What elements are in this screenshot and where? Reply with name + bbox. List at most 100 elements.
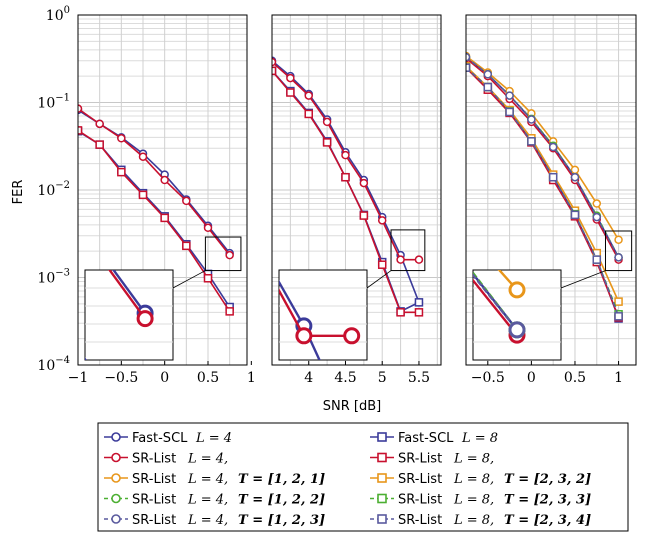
- legend-math: L = 8,: [453, 472, 494, 487]
- series-point: [508, 321, 526, 339]
- series-point: [138, 190, 148, 200]
- x-tick-label: 1: [247, 370, 256, 386]
- inset-content: [4, 0, 561, 469]
- series-point: [272, 57, 277, 67]
- series-point: [117, 134, 126, 143]
- series-point: [203, 223, 213, 233]
- series-point: [286, 73, 295, 83]
- series-point: [95, 119, 104, 129]
- legend-label: SR-List: [398, 493, 442, 508]
- series-point: [217, 0, 231, 10]
- inset-series-line: [279, 279, 321, 360]
- x-tick-label: 0: [527, 370, 536, 386]
- series-line: [466, 57, 620, 261]
- series-point: [217, 52, 231, 66]
- series-point: [483, 70, 493, 79]
- series-point: [437, 231, 451, 245]
- zoom-region: [204, 236, 242, 272]
- series-point: [295, 327, 313, 345]
- y-tick-label: 10−1: [37, 93, 70, 112]
- y-tick-base: 10: [37, 96, 55, 112]
- series-point: [160, 175, 169, 185]
- series-point: [217, 9, 231, 23]
- series-line: [78, 108, 231, 256]
- series-point: [377, 452, 387, 463]
- series-point: [249, 242, 263, 256]
- legend-math: L = 4,: [187, 493, 228, 508]
- legend-threshold: T = [1, 2, 2]: [238, 493, 325, 508]
- series-point: [143, 0, 157, 9]
- series-point: [437, 237, 451, 251]
- series-point: [548, 142, 558, 152]
- series-point: [505, 107, 514, 117]
- zoom-inset-frame: [84, 269, 174, 361]
- series-point: [508, 281, 526, 299]
- x-tick-label: 0: [160, 370, 169, 386]
- series-point: [377, 473, 387, 483]
- legend-math: L = 8,: [453, 513, 494, 528]
- series-point: [290, 147, 304, 161]
- series-point: [466, 52, 471, 62]
- series-point: [614, 235, 623, 245]
- legend-item: SR-List L = 8,: [370, 452, 494, 467]
- series-point: [437, 313, 451, 327]
- series-point: [111, 432, 121, 442]
- y-tick-exponent: 0: [64, 5, 70, 16]
- x-tick-label: 0.5: [197, 370, 219, 386]
- series-point: [31, 287, 45, 301]
- series-point: [153, 91, 167, 105]
- legend-math: L = 4,: [187, 513, 228, 528]
- series-point: [217, 62, 231, 76]
- zoom-connector: [366, 270, 392, 289]
- legend-item: SR-List L = 8, T = [2, 3, 4]: [370, 513, 591, 528]
- inset-series-line: [4, 0, 517, 431]
- series-point: [377, 432, 387, 442]
- series-point: [286, 88, 295, 97]
- series-point: [396, 255, 405, 264]
- panel-2: 4 4.5 5 5.5: [106, 14, 442, 386]
- legend-item: SR-List L = 4, T = [1, 2, 1]: [104, 472, 325, 487]
- inset-series-line: [4, 0, 517, 466]
- x-tick-label: −0.5: [104, 370, 138, 386]
- y-tick-exponent: −2: [55, 180, 70, 191]
- series-point: [143, 0, 157, 5]
- x-tick-label: 4: [304, 370, 313, 386]
- series-point: [78, 104, 83, 113]
- legend-threshold: T = [2, 3, 4]: [504, 513, 591, 528]
- legend-label: Fast-SCL: [398, 431, 454, 446]
- series-point: [414, 255, 424, 264]
- zoom-connector: [172, 270, 206, 289]
- zoom-region: [390, 229, 426, 272]
- legend-math: L = 4,: [187, 452, 228, 467]
- series-point: [341, 172, 350, 182]
- series-point: [153, 98, 167, 112]
- x-tick-label: 1: [614, 370, 623, 386]
- series-point: [437, 228, 451, 242]
- x-tick-label: 0.5: [564, 370, 586, 386]
- series-point: [84, 233, 98, 247]
- legend-math: L = 8,: [453, 493, 494, 508]
- series-point: [111, 514, 121, 524]
- series-point: [106, 19, 120, 33]
- series-point: [143, 0, 157, 2]
- series-point: [272, 66, 277, 76]
- series-point: [160, 213, 169, 223]
- series-point: [437, 328, 451, 342]
- zoom-inset-frame: [278, 269, 368, 361]
- legend-label: SR-List: [132, 493, 176, 508]
- inset-content: [31, 233, 173, 360]
- legend-label: Fast-SCL: [132, 431, 188, 446]
- series-group: [466, 51, 623, 323]
- y-tick-base: 10: [37, 358, 55, 374]
- legend-label: SR-List: [398, 472, 442, 487]
- series-point: [143, 0, 157, 6]
- inset-series-line: [4, 0, 517, 469]
- series-point: [304, 109, 313, 119]
- x-tick-label: 5: [378, 370, 387, 386]
- legend-threshold: T = [1, 2, 1]: [238, 472, 325, 487]
- series-point: [437, 230, 451, 244]
- legend-label: SR-List: [132, 472, 176, 487]
- panel-frame: [271, 14, 442, 366]
- legend-item: SR-List L = 4,: [104, 452, 228, 467]
